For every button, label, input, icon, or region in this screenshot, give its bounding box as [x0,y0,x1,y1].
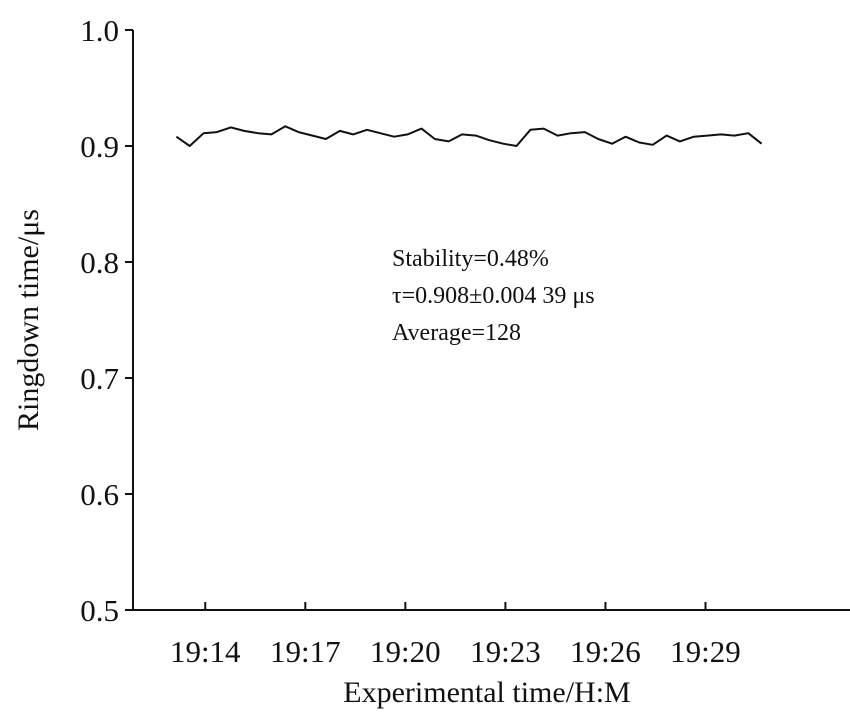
annotation-block: Stability=0.48% τ=0.908±0.004 39 μs Aver… [392,246,595,346]
y-tick-label: 0.6 [80,477,119,512]
y-tick-label: 0.5 [80,593,119,628]
x-tick-label: 19:14 [170,634,241,669]
x-axis-ticks: 19:14 19:17 19:20 19:23 19:26 19:29 [170,602,741,669]
x-tick-label: 19:17 [270,634,341,669]
y-tick-label: 0.9 [80,129,119,164]
x-tick-label: 19:23 [470,634,541,669]
x-tick-label: 19:26 [570,634,641,669]
y-axis-ticks: 0.5 0.6 0.7 0.8 0.9 1.0 [80,13,133,628]
annotation-stability: Stability=0.48% [392,246,549,272]
x-tick-label: 19:29 [670,634,741,669]
y-axis-title: Ringdown time/μs [12,209,45,431]
y-tick-label: 1.0 [80,13,119,48]
x-tick-label: 19:20 [370,634,441,669]
series-line-ringdown [175,125,763,147]
y-tick-label: 0.7 [80,361,119,396]
annotation-average: Average=128 [392,320,521,346]
plot-area: 0.50.60.70.80.91.0 19:14 19:17 19:20 19:23 1… [80,13,850,669]
annotation-tau: τ=0.908±0.004 39 μs [392,283,595,309]
y-tick-label: 0.8 [80,245,119,280]
x-axis-title: Experimental time/H:M [343,676,630,709]
